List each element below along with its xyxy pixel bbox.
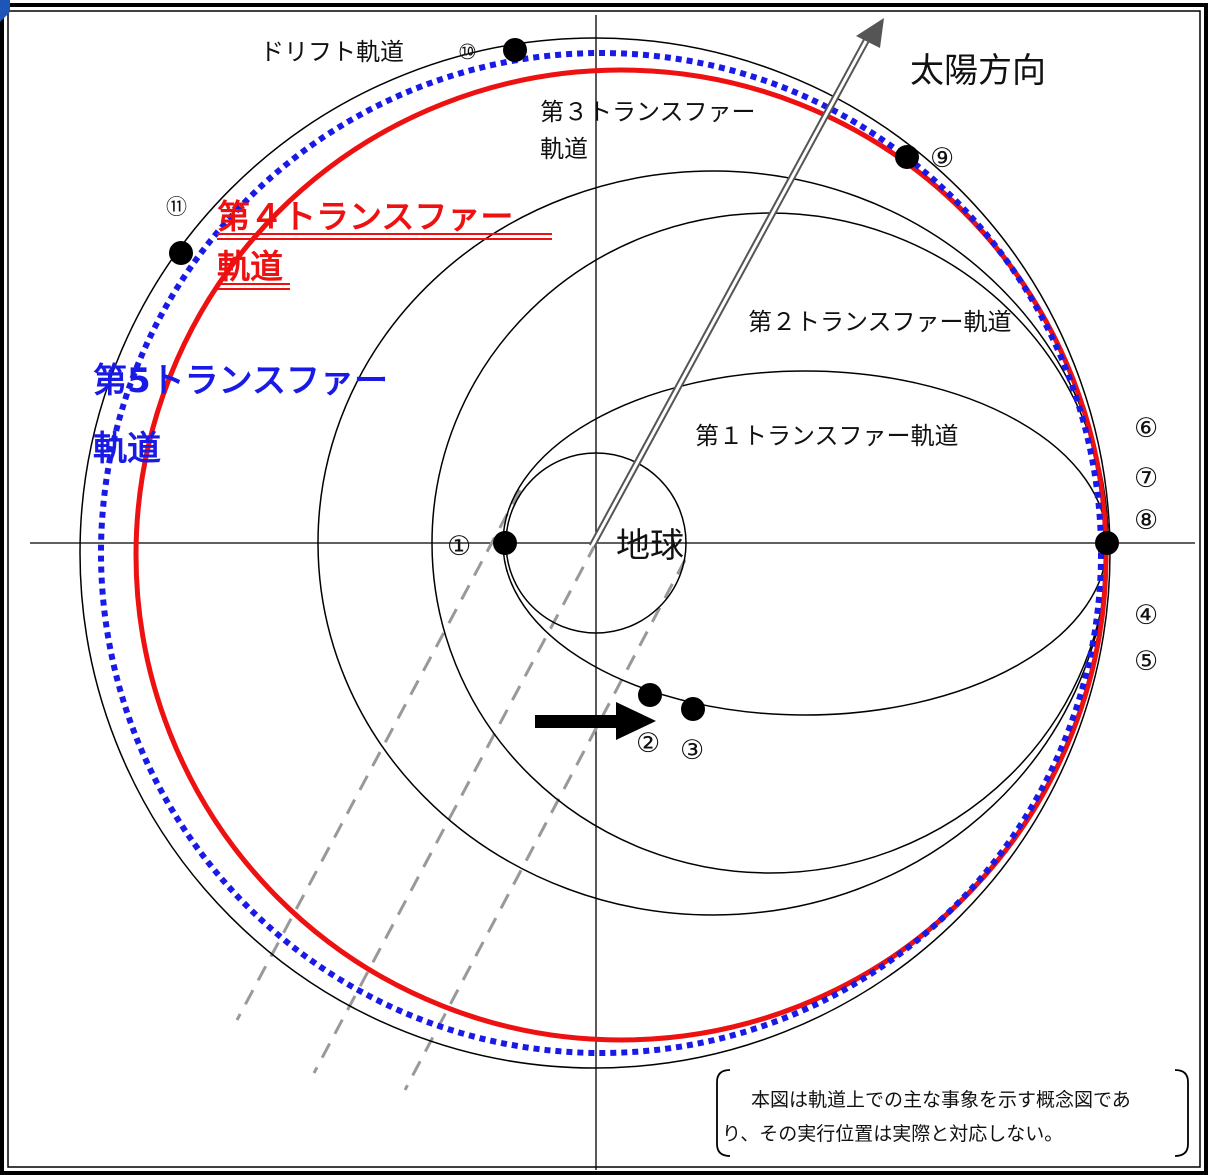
event-marker-1 — [493, 531, 517, 555]
shadow-line-1 — [235, 489, 522, 1021]
event-label-11: ⑪ — [166, 195, 187, 219]
motion-arrow — [535, 702, 656, 740]
event-marker-3 — [681, 697, 705, 721]
transfer-orbit-2-label: 第２トランスファー軌道 — [748, 308, 1012, 336]
note-bracket-left — [716, 1069, 731, 1157]
event-markers — [169, 38, 1119, 721]
event-label-6: ⑥ — [1134, 413, 1158, 444]
note-box: 本図は軌道上での主な事象を示す概念図であ り、その実行位置は実際と対応しない。 — [714, 1066, 1192, 1160]
transfer-orbit-4-label-line2: 軌道 — [217, 247, 283, 286]
event-label-4: ④ — [1134, 600, 1158, 631]
event-label-2: ② — [636, 728, 660, 759]
frame-inner-border — [7, 10, 1201, 1168]
sun-direction-label: 太陽方向 — [910, 51, 1046, 91]
event-label-9: ⑨ — [930, 143, 954, 174]
shadow-line-3 — [403, 559, 687, 1091]
note-line-2: り、その実行位置は実際と対応しない。 — [722, 1123, 1063, 1145]
event-label-10: ⑩ — [458, 40, 477, 64]
transfer-orbit-4-label-line1: 第４トランスファー — [217, 197, 513, 236]
transfer-orbit-3-label-line2: 軌道 — [540, 135, 588, 163]
event-label-8: ⑧ — [1134, 505, 1158, 536]
event-label-1: ① — [447, 531, 471, 562]
transfer-orbit-4 — [133, 67, 1109, 1043]
event-marker-9 — [895, 145, 919, 169]
earth-shadow-lines — [235, 489, 687, 1091]
event-label-7: ⑦ — [1134, 463, 1158, 494]
frame-border — [0, 3, 1208, 1175]
sun-direction-arrow — [588, 18, 884, 548]
event-label-5: ⑤ — [1134, 646, 1158, 677]
event-marker-11 — [169, 241, 193, 265]
event-marker-4-8 — [1095, 531, 1119, 555]
event-marker-10 — [503, 38, 527, 62]
drift-orbit-label: ドリフト軌道 — [260, 38, 404, 66]
transfer-orbit-5-label-line2: 軌道 — [93, 429, 161, 469]
shadow-line-2 — [312, 542, 598, 1074]
note-line-1: 本図は軌道上での主な事象を示す概念図であ — [751, 1088, 1131, 1111]
event-label-3: ③ — [680, 735, 704, 766]
note-bracket-right — [1174, 1069, 1189, 1157]
transfer-orbit-3-label-line1: 第３トランスファー — [540, 98, 756, 126]
transfer-orbit-1-label: 第１トランスファー軌道 — [695, 422, 959, 450]
corner-mark — [0, 0, 10, 22]
event-marker-2 — [638, 683, 662, 707]
transfer-orbit-5-label-line1: 第5トランスファー — [93, 361, 388, 401]
earth-label: 地球 — [616, 526, 684, 566]
